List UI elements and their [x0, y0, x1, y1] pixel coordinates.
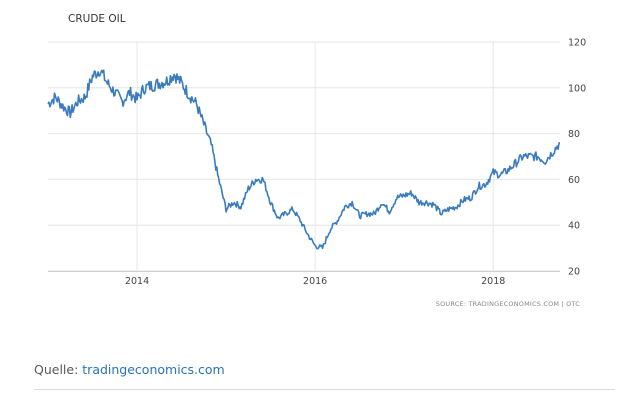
y-axis-ticks: 20 40 60 80 100 120	[568, 38, 586, 278]
y-tick-label: 20	[568, 267, 580, 278]
grid	[48, 41, 560, 272]
caption: Quelle: tradingeconomics.com	[34, 362, 225, 377]
x-tick-label: 2018	[481, 276, 505, 287]
y-tick-label: 60	[568, 175, 580, 186]
y-tick-label: 80	[568, 129, 580, 140]
x-axis-ticks: 2014 2016 2018	[125, 276, 505, 287]
caption-prefix: Quelle:	[34, 362, 83, 377]
series-line-group	[47, 69, 561, 250]
series-line	[47, 69, 561, 250]
x-tick-label: 2016	[303, 276, 327, 287]
y-tick-label: 100	[568, 83, 586, 94]
chart-title: CRUDE OIL	[68, 13, 126, 25]
source-link[interactable]: tradingeconomics.com	[82, 362, 225, 377]
divider	[34, 389, 615, 390]
y-tick-label: 40	[568, 221, 580, 232]
x-tick-label: 2014	[125, 276, 149, 287]
y-tick-label: 120	[568, 38, 586, 49]
source-label: SOURCE: TRADINGECONOMICS.COM | OTC	[436, 300, 580, 308]
